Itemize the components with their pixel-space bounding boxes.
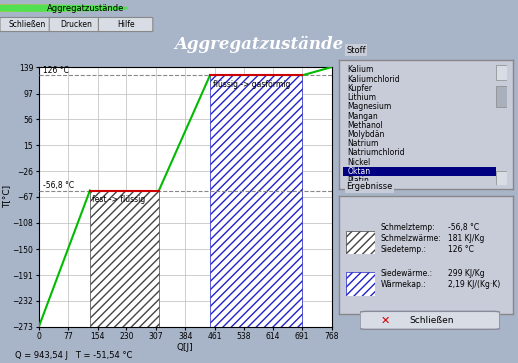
Circle shape: [0, 5, 127, 11]
Text: Aggregatzustände: Aggregatzustände: [47, 4, 124, 13]
Text: Hilfe: Hilfe: [117, 20, 135, 29]
Circle shape: [0, 5, 103, 11]
Text: Natrium: Natrium: [348, 139, 379, 148]
Text: Siedewärme.:: Siedewärme.:: [381, 269, 433, 278]
Text: Natriumchlorid: Natriumchlorid: [348, 148, 405, 158]
Text: Drucken: Drucken: [61, 20, 92, 29]
Bar: [496, 86, 507, 107]
Text: 126 °C: 126 °C: [42, 66, 68, 75]
FancyBboxPatch shape: [49, 17, 104, 32]
Text: Stoff: Stoff: [346, 46, 366, 55]
Bar: [210, 76, 302, 327]
FancyBboxPatch shape: [98, 17, 153, 32]
Text: Kupfer: Kupfer: [348, 84, 372, 93]
X-axis label: Q[J]: Q[J]: [177, 343, 194, 352]
Text: Methanol: Methanol: [348, 121, 383, 130]
Text: Aggregatzustände: Aggregatzustände: [175, 36, 343, 53]
Bar: [496, 171, 507, 185]
Text: Magnesium: Magnesium: [348, 102, 392, 111]
Text: -56,8 °C: -56,8 °C: [42, 181, 74, 190]
Bar: [343, 167, 496, 176]
Text: Mangan: Mangan: [348, 111, 378, 121]
Bar: [496, 65, 507, 80]
Text: Lithium: Lithium: [348, 93, 377, 102]
Text: Kaliumchlorid: Kaliumchlorid: [348, 75, 400, 83]
Y-axis label: T[°C]: T[°C]: [2, 185, 11, 208]
Text: Kalium: Kalium: [348, 65, 374, 74]
Text: Schließen: Schließen: [409, 316, 453, 325]
Text: Oktan: Oktan: [348, 167, 370, 176]
FancyBboxPatch shape: [0, 17, 54, 32]
Text: Schmelztemp:: Schmelztemp:: [381, 223, 435, 232]
Text: Wärmekap.:: Wärmekap.:: [381, 280, 426, 289]
Text: 299 KJ/Kg: 299 KJ/Kg: [448, 269, 485, 278]
Text: ✕: ✕: [381, 315, 390, 325]
Bar: [90, 191, 159, 327]
Text: fest -> flüssig: fest -> flüssig: [92, 195, 145, 204]
Text: Q = 943,54 J   T = -51,54 °C: Q = 943,54 J T = -51,54 °C: [16, 351, 133, 360]
Text: Schließen: Schließen: [9, 20, 46, 29]
Text: Siedetemp.:: Siedetemp.:: [381, 245, 427, 254]
Text: -56,8 °C: -56,8 °C: [448, 223, 479, 232]
Text: Ergebnisse: Ergebnisse: [346, 182, 393, 191]
Text: 181 KJ/Kg: 181 KJ/Kg: [448, 234, 484, 243]
Text: 2,19 KJ/(Kg·K): 2,19 KJ/(Kg·K): [448, 280, 500, 289]
Circle shape: [0, 5, 115, 11]
FancyBboxPatch shape: [360, 311, 500, 329]
Text: Platin: Platin: [348, 176, 369, 185]
Text: 126 °C: 126 °C: [448, 245, 474, 254]
Text: Schmelzwärme:: Schmelzwärme:: [381, 234, 441, 243]
Text: Nickel: Nickel: [348, 158, 371, 167]
Text: Molybdän: Molybdän: [348, 130, 385, 139]
Text: flüssig -> gasförmig: flüssig -> gasförmig: [213, 80, 291, 89]
